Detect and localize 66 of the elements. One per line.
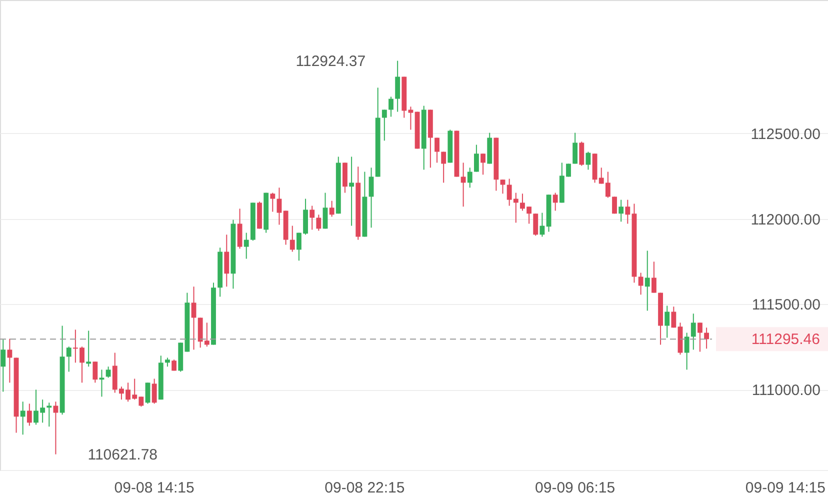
candlestick [500,179,506,194]
candlestick [638,272,644,296]
candlestick [53,401,58,455]
candlestick [434,137,440,164]
x-tick-label: 09-08 14:15 [114,480,194,496]
candlestick [540,212,545,238]
candlestick [586,151,591,170]
candlestick [310,205,315,230]
candlestick [106,366,111,378]
candlestick [224,234,230,288]
candlestick [690,313,696,350]
candlestick [480,153,486,176]
candlestick [684,332,690,370]
candlestick [92,361,98,384]
candlestick [698,322,702,352]
candlestick [26,403,32,426]
candlestick [20,401,26,436]
candlestick [329,200,334,218]
candlestick [86,330,92,368]
candlestick [579,141,584,166]
annotation: 110621.78 [88,446,158,464]
candlestick [276,187,282,226]
candlestick [349,156,354,226]
candlestick [552,192,558,212]
candlestick [474,144,479,172]
candlestick [99,369,104,398]
candlestick [46,402,52,428]
annotation: 112924.37 [296,52,366,70]
candlestick [612,196,617,214]
y-tick-label: 111000.00 [752,382,820,400]
x-tick-label: 09-09 06:15 [535,480,616,496]
candlestick [388,96,394,118]
candlestick [572,132,578,164]
y-tick-label: 112500.00 [750,126,820,143]
candlestick [460,162,466,208]
candlestick [618,199,624,222]
y-tick-label: 112000.00 [750,211,820,228]
candlestick [191,286,196,350]
candlestick [270,192,276,212]
candlestick [664,305,670,338]
candlestick [7,338,12,384]
candlestick [322,192,328,230]
candlestick [152,378,157,404]
candlestick [704,327,710,350]
candlestick [533,213,538,236]
candlestick [290,225,295,252]
candlestick [316,214,322,232]
candlestick [237,208,242,250]
candlestick [467,167,472,188]
y-tick-label: 111500.00 [752,296,820,314]
x-tick-label: 09-08 22:15 [324,480,405,496]
x-tick-label: 09-09 14:15 [745,480,826,496]
candlestick [382,109,387,142]
candlestick [625,199,630,224]
candlestick [651,261,656,294]
candlestick [342,162,348,194]
candlestick [644,250,650,312]
ref-line-label: 111295.46 [751,331,820,348]
candlestick [244,232,249,260]
candlestick [671,306,676,328]
candlestick [368,167,374,228]
candlestick [145,382,150,404]
candlestick [0,339,6,392]
candlestick [66,346,72,372]
candlestick [441,151,446,184]
candlestick [395,60,400,112]
